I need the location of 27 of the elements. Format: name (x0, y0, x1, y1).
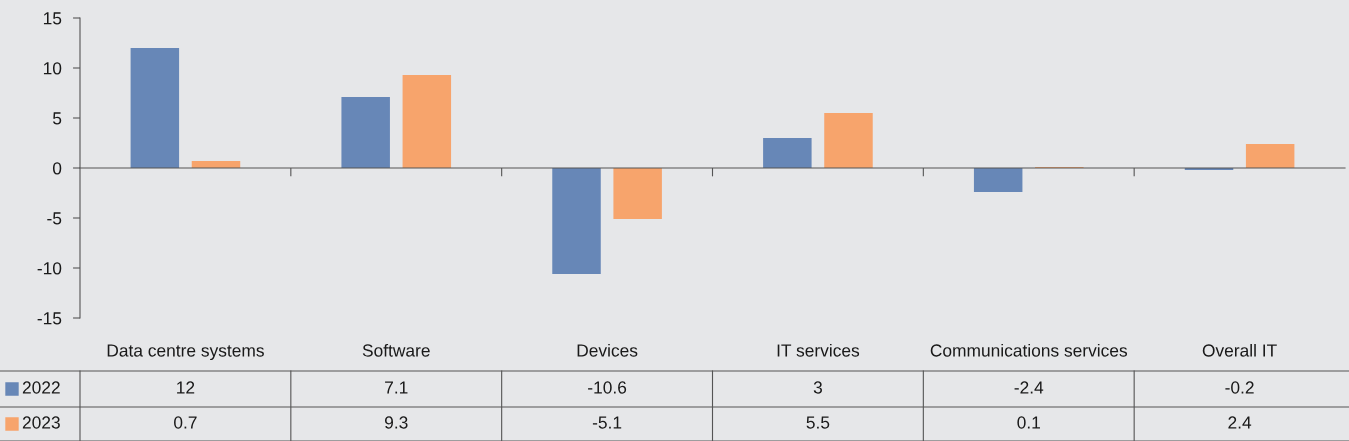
data-label: -0.2 (1225, 381, 1254, 394)
y-tick-label: -10 (37, 262, 62, 275)
x-tick-label: IT services (777, 343, 860, 357)
data-label: 5.5 (806, 416, 830, 429)
legend-label: 2023 (22, 416, 60, 429)
legend-label: 2022 (22, 381, 60, 394)
x-tick-label: Software (362, 343, 430, 357)
y-tick-label: 5 (52, 112, 62, 125)
x-tick-label: Devices (577, 343, 638, 357)
data-label: 12 (177, 381, 195, 394)
data-label: 2.4 (1228, 416, 1252, 429)
data-label: -5.1 (592, 416, 622, 429)
data-label: 3 (813, 381, 822, 394)
data-label: 9.3 (385, 416, 408, 429)
x-tick-label: Data centre systems (107, 344, 264, 361)
data-label: 0.7 (174, 416, 197, 429)
data-label: 0.1 (1017, 416, 1040, 429)
x-tick-label: Overall IT (1202, 343, 1277, 357)
x-tick-label: Communications services (930, 343, 1128, 357)
y-tick-label: 0 (52, 162, 62, 175)
y-tick-label: -15 (37, 312, 62, 325)
y-tick-label: -5 (47, 212, 62, 225)
data-label: -10.6 (588, 381, 627, 394)
y-tick-label: 15 (43, 12, 62, 25)
data-label: -2.4 (1014, 381, 1044, 394)
data-label: 7.1 (385, 381, 408, 394)
y-tick-label: 10 (43, 62, 62, 75)
